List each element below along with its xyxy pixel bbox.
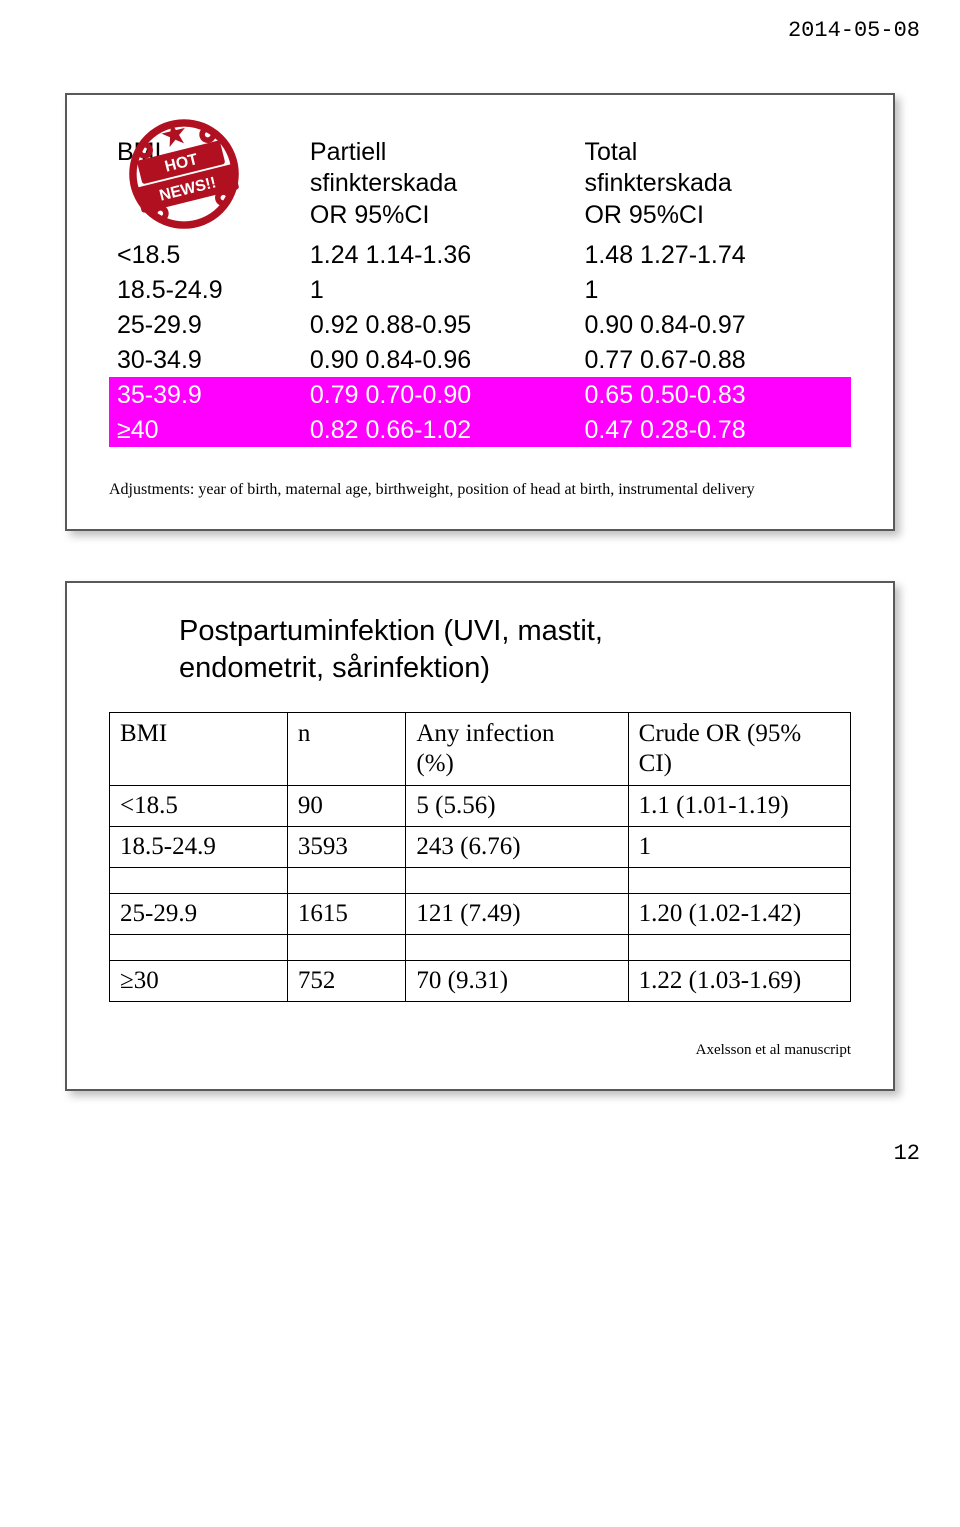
table-row: <18.5 1.24 1.14-1.36 1.48 1.27-1.74 [109, 237, 851, 272]
page-date: 2014-05-08 [0, 0, 960, 43]
cell: 0.79 0.70-0.90 [302, 377, 577, 412]
cell: 1 [628, 827, 850, 868]
spacer-row [110, 935, 851, 961]
cell: 0.92 0.88-0.95 [302, 307, 577, 342]
adjustments-note: Adjustments: year of birth, maternal age… [109, 481, 851, 499]
cell: 1.48 1.27-1.74 [576, 237, 851, 272]
slide-2: Postpartuminfektion (UVI, mastit, endome… [65, 581, 895, 1091]
cell: 121 (7.49) [406, 894, 628, 935]
cell: <18.5 [109, 237, 302, 272]
h3-l1: Any infection [416, 720, 554, 747]
cell: 18.5-24.9 [109, 272, 302, 307]
table1-body: <18.5 1.24 1.14-1.36 1.48 1.27-1.74 18.5… [109, 237, 851, 447]
cell: 0.77 0.67-0.88 [576, 342, 851, 377]
cell: 0.82 0.66-1.02 [302, 412, 577, 447]
col-partial-header: Partiell sfinkterskada OR 95%CI [302, 133, 577, 237]
col-total-header: Total sfinkterskada OR 95%CI [576, 133, 851, 237]
table-row: 25-29.9 1615 121 (7.49) 1.20 (1.02-1.42) [110, 894, 851, 935]
cell: <18.5 [110, 786, 288, 827]
cell: 1.24 1.14-1.36 [302, 237, 577, 272]
cell: 243 (6.76) [406, 827, 628, 868]
cell: 70 (9.31) [406, 961, 628, 1002]
cell: 1.20 (1.02-1.42) [628, 894, 850, 935]
title-l2: endometrit, sårinfektion) [179, 652, 490, 684]
table-row: 30-34.9 0.90 0.84-0.96 0.77 0.67-0.88 [109, 342, 851, 377]
col3-l1: Total [584, 138, 637, 166]
cell: ≥30 [110, 961, 288, 1002]
hot-news-stamp-icon: HOT NEWS!! [119, 109, 249, 239]
h-or: Crude OR (95% CI) [628, 713, 850, 786]
source-note: Axelsson et al manuscript [109, 1042, 851, 1059]
table-row: ≥40 0.82 0.66-1.02 0.47 0.28-0.78 [109, 412, 851, 447]
h4-l1: Crude OR (95% [639, 720, 801, 747]
cell: 1 [302, 272, 577, 307]
table-row: 18.5-24.9 3593 243 (6.76) 1 [110, 827, 851, 868]
cell: 90 [287, 786, 406, 827]
table-row: ≥30 752 70 (9.31) 1.22 (1.03-1.69) [110, 961, 851, 1002]
cell: 0.90 0.84-0.97 [576, 307, 851, 342]
table-row: <18.5 90 5 (5.56) 1.1 (1.01-1.19) [110, 786, 851, 827]
cell: 0.47 0.28-0.78 [576, 412, 851, 447]
slide2-title: Postpartuminfektion (UVI, mastit, endome… [179, 613, 851, 688]
cell: 1 [576, 272, 851, 307]
title-l1: Postpartuminfektion (UVI, mastit, [179, 615, 603, 647]
cell: 3593 [287, 827, 406, 868]
cell: 30-34.9 [109, 342, 302, 377]
cell: 25-29.9 [110, 894, 288, 935]
h3-l2: (%) [416, 750, 453, 777]
slide-1: HOT NEWS!! BMI Partiell sfinkterskada OR… [65, 93, 895, 531]
h4-l2: CI) [639, 750, 672, 777]
col3-l3: OR 95%CI [584, 201, 703, 229]
h-bmi: BMI [110, 713, 288, 786]
col2-l2: sfinkterskada [310, 169, 457, 197]
cell: 5 (5.56) [406, 786, 628, 827]
cell: 35-39.9 [109, 377, 302, 412]
page-number: 12 [0, 1131, 960, 1186]
cell: ≥40 [109, 412, 302, 447]
cell: 0.90 0.84-0.96 [302, 342, 577, 377]
table-row: 25-29.9 0.92 0.88-0.95 0.90 0.84-0.97 [109, 307, 851, 342]
cell: 1615 [287, 894, 406, 935]
col3-l2: sfinkterskada [584, 169, 731, 197]
cell: 752 [287, 961, 406, 1002]
cell: 1.1 (1.01-1.19) [628, 786, 850, 827]
h-n: n [287, 713, 406, 786]
h-inf: Any infection (%) [406, 713, 628, 786]
cell: 25-29.9 [109, 307, 302, 342]
cell: 0.65 0.50-0.83 [576, 377, 851, 412]
col2-l3: OR 95%CI [310, 201, 429, 229]
infection-table: BMI n Any infection (%) Crude OR (95% CI… [109, 712, 851, 1002]
spacer-row [110, 868, 851, 894]
cell: 1.22 (1.03-1.69) [628, 961, 850, 1002]
table-row: 35-39.9 0.79 0.70-0.90 0.65 0.50-0.83 [109, 377, 851, 412]
col2-l1: Partiell [310, 138, 386, 166]
table-row: 18.5-24.9 1 1 [109, 272, 851, 307]
cell: 18.5-24.9 [110, 827, 288, 868]
